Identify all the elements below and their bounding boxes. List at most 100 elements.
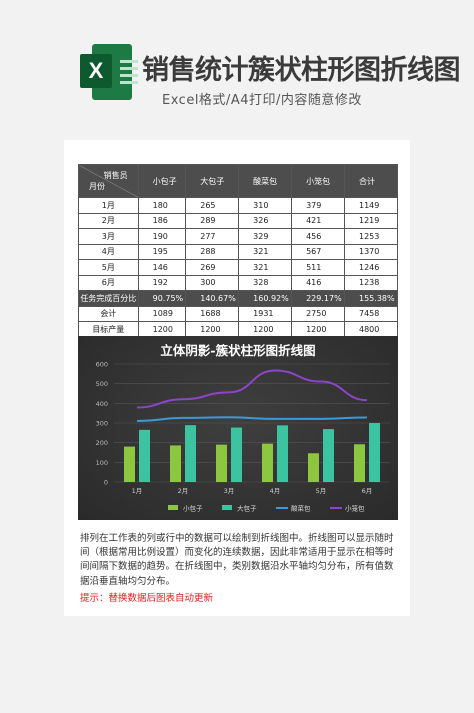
y-tick-label: 0 [104, 479, 108, 487]
excel-logo-icon: X [80, 40, 138, 100]
table-cell[interactable]: 300 [185, 274, 240, 291]
table-cell[interactable]: 229.17% [291, 290, 345, 307]
row-label: 2月 [78, 212, 139, 229]
table-cell[interactable]: 277 [185, 228, 240, 245]
table-cell[interactable]: 180 [137, 197, 187, 214]
row-label: 会计 [78, 305, 139, 322]
column-header: 小包子 [137, 164, 187, 198]
table-cell[interactable]: 1370 [344, 243, 398, 260]
table-cell[interactable]: 289 [185, 212, 240, 229]
table-cell[interactable]: 160.92% [238, 290, 293, 307]
table-cell[interactable]: 511 [291, 259, 345, 276]
table-cell[interactable]: 1246 [344, 259, 398, 276]
table-cell[interactable]: 421 [291, 212, 345, 229]
table-row: 6月 192 300 328 416 1238 [78, 274, 398, 291]
table-cell[interactable]: 2750 [291, 305, 345, 322]
table-cell[interactable]: 567 [291, 243, 345, 260]
table-cell[interactable]: 379 [291, 197, 345, 214]
y-tick-label: 500 [96, 380, 108, 388]
bar-xiaobaozi [354, 444, 365, 482]
table-cell[interactable]: 1238 [344, 274, 398, 291]
sales-table: 销售员 月份 小包子 大包子 酸菜包 小笼包 合计 1月 180 265 310 379 1149 2月 1… [78, 164, 398, 338]
table-cell[interactable]: 1931 [238, 305, 293, 322]
table-row: 1月 180 265 310 379 1149 [78, 197, 398, 214]
legend-label: 大包子 [237, 504, 257, 513]
table-cell[interactable]: 146 [137, 259, 187, 276]
bar-dabaozi [277, 425, 288, 482]
table-cell[interactable]: 329 [238, 228, 293, 245]
table-cell[interactable]: 1149 [344, 197, 398, 214]
table-cell[interactable]: 90.75% [137, 290, 187, 307]
page-subtitle: Excel格式/A4打印/内容随意修改 [162, 93, 362, 108]
bar-dabaozi [185, 425, 196, 482]
table-cell[interactable]: 155.38% [344, 290, 398, 307]
row-label: 5月 [78, 259, 139, 276]
row-label: 3月 [78, 228, 139, 245]
chart-title: 立体阴影-簇状柱形图折线图 [160, 343, 315, 358]
table-cell[interactable]: 1219 [344, 212, 398, 229]
legend-label: 小包子 [183, 504, 203, 513]
table-cell[interactable]: 321 [238, 243, 293, 260]
page-title: 销售统计簇状柱形图折线图 [142, 55, 461, 86]
bar-xiaobaozi [170, 445, 181, 482]
legend-swatch [222, 505, 232, 510]
x-tick-label: 3月 [224, 487, 235, 495]
table-cell[interactable]: 140.67% [185, 290, 240, 307]
x-tick-label: 5月 [316, 487, 327, 495]
row-label: 目标产量 [78, 321, 139, 338]
table-row: 目标产量 1200 1200 1200 1200 4800 [78, 321, 398, 338]
table-cell[interactable]: 1200 [137, 321, 187, 338]
x-tick-label: 6月 [362, 487, 373, 495]
legend-swatch [168, 505, 178, 510]
table-row: 会计 1089 1688 1931 2750 7458 [78, 305, 398, 322]
table-header-row: 销售员 月份 小包子 大包子 酸菜包 小笼包 合计 [78, 164, 398, 198]
bar-dabaozi [139, 429, 150, 482]
table-cell[interactable]: 328 [238, 274, 293, 291]
table-cell[interactable]: 1688 [185, 305, 240, 322]
x-tick-label: 1月 [132, 487, 143, 495]
x-tick-label: 4月 [270, 487, 281, 495]
table-cell[interactable]: 321 [238, 259, 293, 276]
table-cell[interactable]: 1253 [344, 228, 398, 245]
chart-svg: 立体阴影-簇状柱形图折线图 0 100 200 300 400 500 600 1月 2月 3月 4月… [96, 343, 390, 513]
bar-dabaozi [323, 429, 334, 482]
sales-chart: 立体阴影-簇状柱形图折线图 0 100 200 300 400 500 600 1月 2月 3月 4月… [78, 336, 398, 520]
tip-text: 提示：替换数据后图表自动更新 [80, 593, 214, 604]
table-cell[interactable]: 288 [185, 243, 240, 260]
table-cell[interactable]: 190 [137, 228, 187, 245]
table-row: 任务完成百分比 90.75% 140.67% 160.92% 229.17% 155.38… [78, 290, 398, 307]
table-cell[interactable]: 1200 [185, 321, 240, 338]
table-cell[interactable]: 416 [291, 274, 345, 291]
y-tick-label: 400 [96, 400, 108, 408]
table-row: 3月 190 277 329 456 1253 [78, 228, 398, 245]
x-tick-label: 2月 [178, 487, 189, 495]
table-cell[interactable]: 1200 [238, 321, 293, 338]
table-cell[interactable]: 310 [238, 197, 293, 214]
table-cell[interactable]: 1089 [137, 305, 187, 322]
y-tick-label: 200 [96, 439, 108, 447]
line-series-1 [136, 369, 368, 409]
bar-xiaobaozi [124, 446, 135, 482]
table-cell[interactable]: 195 [137, 243, 187, 260]
y-tick-label: 600 [96, 361, 108, 369]
table-cell[interactable]: 1200 [291, 321, 345, 338]
table-row: 5月 146 269 321 511 1246 [78, 259, 398, 276]
table-cell[interactable]: 269 [185, 259, 240, 276]
bar-dabaozi [231, 427, 242, 482]
table-cell[interactable]: 326 [238, 212, 293, 229]
bar-xiaobaozi [262, 443, 273, 482]
row-label: 4月 [78, 243, 139, 260]
row-label: 1月 [78, 197, 139, 214]
table-cell[interactable]: 4800 [344, 321, 398, 338]
table-corner-cell: 销售员 月份 [78, 164, 139, 198]
table-cell[interactable]: 456 [291, 228, 345, 245]
table-cell[interactable]: 192 [137, 274, 187, 291]
spreadsheet-preview: 销售员 月份 小包子 大包子 酸菜包 小笼包 合计 1月 180 265 310 379 1149 2月 1… [64, 140, 410, 616]
line-series-0 [136, 416, 368, 423]
table-cell[interactable]: 7458 [344, 305, 398, 322]
column-header: 合计 [344, 164, 398, 198]
column-header: 小笼包 [291, 164, 345, 198]
table-cell[interactable]: 186 [137, 212, 187, 229]
corner-label-month: 月份 [89, 182, 105, 191]
table-cell[interactable]: 265 [185, 197, 240, 214]
